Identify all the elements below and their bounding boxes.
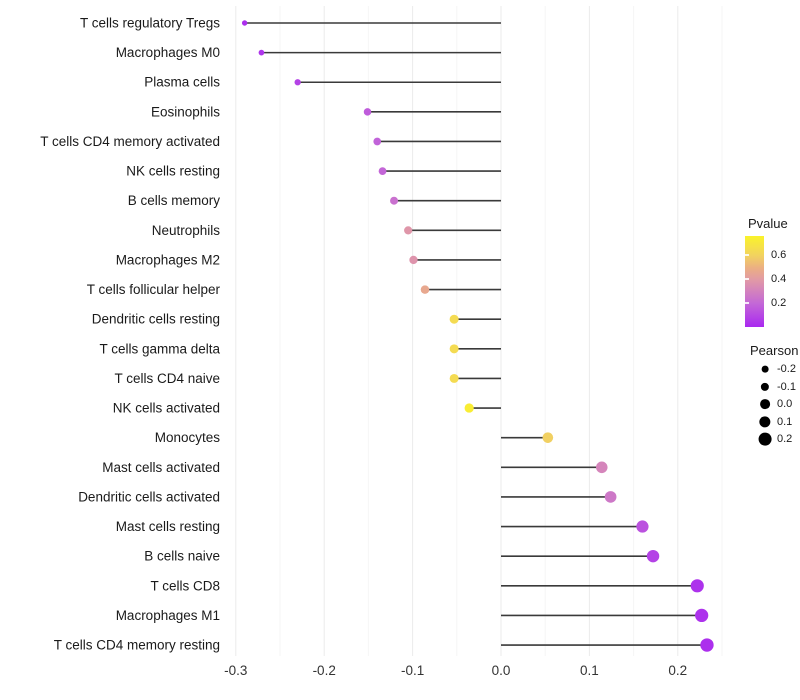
data-point xyxy=(373,137,382,146)
category-label: B cells naive xyxy=(144,549,220,564)
pvalue-colorbar xyxy=(745,236,764,327)
x-tick-label: -0.2 xyxy=(313,663,336,678)
category-label: Macrophages M2 xyxy=(116,252,220,267)
colorbar-tick-label: 0.2 xyxy=(771,297,787,310)
data-point xyxy=(404,226,413,235)
category-label: T cells CD4 memory activated xyxy=(40,134,220,149)
x-tick-label: -0.1 xyxy=(401,663,424,678)
category-label: Mast cells activated xyxy=(102,460,220,475)
x-tick-label: -0.3 xyxy=(224,663,247,678)
data-point xyxy=(420,285,430,294)
category-label: T cells regulatory Tregs xyxy=(80,16,220,31)
category-label: Dendritic cells activated xyxy=(78,489,220,504)
category-label: T cells gamma delta xyxy=(99,341,220,356)
category-label: T cells CD8 xyxy=(150,578,220,593)
colorbar-tick-label: 0.4 xyxy=(771,273,787,286)
pearson-size-dot xyxy=(760,399,770,410)
category-label: Mast cells resting xyxy=(116,519,220,534)
pearson-size-label: 0.0 xyxy=(777,398,793,411)
pearson-size-label: -0.1 xyxy=(777,380,796,393)
pearson-size-dot xyxy=(761,365,769,373)
pearson-size-label: 0.2 xyxy=(777,433,793,446)
category-label: Neutrophils xyxy=(152,223,221,238)
pearson-size-dot xyxy=(758,432,772,446)
category-label: Macrophages M1 xyxy=(116,608,220,623)
colorbar-tick-mark xyxy=(745,254,749,257)
pvalue-legend-title: Pvalue xyxy=(748,216,788,231)
data-point xyxy=(542,432,554,443)
category-label: NK cells resting xyxy=(126,164,220,179)
pearson-size-label: -0.2 xyxy=(777,363,796,375)
x-tick-label: 0.0 xyxy=(492,663,511,678)
data-point xyxy=(604,491,617,503)
category-label: NK cells activated xyxy=(113,401,220,416)
pearson-legend-title: Pearson xyxy=(750,343,799,358)
data-point xyxy=(390,196,399,205)
category-label: Plasma cells xyxy=(144,75,220,90)
data-point xyxy=(449,344,459,354)
x-tick-label: 0.1 xyxy=(580,663,599,678)
category-label: Eosinophils xyxy=(151,104,220,119)
category-label: T cells follicular helper xyxy=(87,282,221,297)
category-label: T cells CD4 naive xyxy=(114,371,220,386)
data-point xyxy=(464,403,474,413)
data-point xyxy=(294,79,301,86)
data-point xyxy=(378,167,387,175)
pearson-size-dot xyxy=(760,382,770,391)
category-label: Macrophages M0 xyxy=(116,45,220,60)
x-tick-label: 0.2 xyxy=(668,663,687,678)
colorbar-tick-mark xyxy=(745,278,749,281)
category-label: Monocytes xyxy=(155,430,221,445)
data-point xyxy=(258,49,265,56)
data-point xyxy=(449,314,459,324)
category-label: Dendritic cells resting xyxy=(92,312,220,327)
pearson-size-dot xyxy=(759,416,771,428)
data-point xyxy=(409,255,418,265)
data-point xyxy=(700,638,714,652)
colorbar-tick-label: 0.6 xyxy=(771,249,787,262)
data-point xyxy=(636,520,649,533)
data-point xyxy=(695,608,709,623)
data-point xyxy=(690,579,704,593)
data-point xyxy=(596,461,608,474)
data-point xyxy=(646,549,660,563)
data-point xyxy=(449,373,459,383)
category-label: T cells CD4 memory resting xyxy=(54,638,220,653)
data-point xyxy=(363,108,372,116)
pearson-size-label: 0.1 xyxy=(777,415,793,428)
colorbar-tick-mark xyxy=(745,302,749,305)
data-point xyxy=(241,20,248,26)
category-label: B cells memory xyxy=(128,193,221,208)
